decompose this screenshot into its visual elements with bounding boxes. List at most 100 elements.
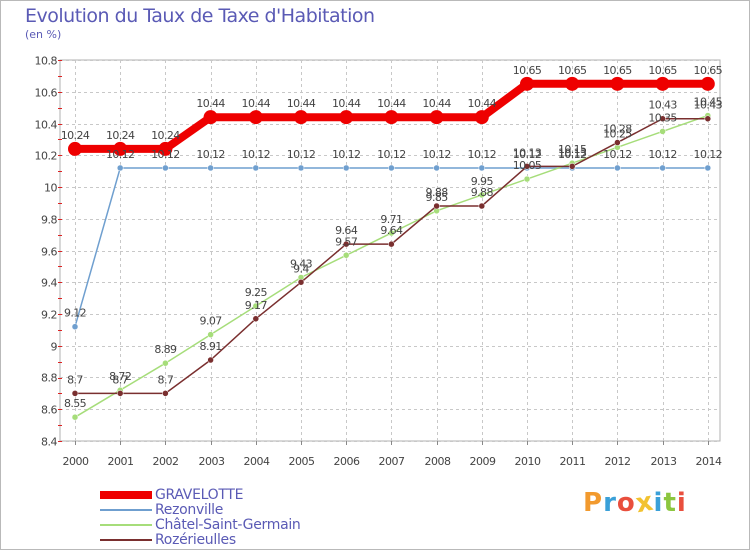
data-label-1: 9.12 [64,307,86,320]
y-tick-label: 8.8 [41,372,57,385]
legend-item-chatel: Châtel-Saint-Germain [100,516,301,533]
data-label-1: 10.12 [151,148,180,161]
data-label-3: 8.91 [200,340,222,353]
data-label-3: 10.43 [648,99,677,112]
data-label-3: 8.7 [112,373,128,386]
x-tick-label: 2009 [470,455,496,468]
y-tick-label: 10.6 [35,87,58,100]
logo-letter: i [653,488,664,518]
data-label-0: 10.24 [106,129,135,142]
data-label-0: 10.65 [694,64,723,77]
data-label-2: 9.71 [380,213,402,226]
data-label-0: 10.44 [377,97,406,110]
legend-label-rezonville: Rezonville [155,501,224,518]
data-point-1 [704,164,712,172]
data-label-0: 10.44 [332,97,361,110]
y-tick-label: 10 [44,182,57,195]
data-point-1 [433,164,440,172]
data-label-1: 10.12 [196,148,225,161]
legend-label-rozerieulles: Rozérieulles [155,531,236,548]
data-point-0 [384,110,399,125]
data-point-3 [252,315,260,323]
data-point-1 [207,164,214,172]
y-tick-label: 9.4 [41,277,57,290]
x-tick-label: 2012 [605,455,631,468]
x-tick-label: 2000 [63,455,89,468]
data-point-2 [523,175,531,183]
data-label-1: 10.12 [694,148,723,161]
x-tick-label: 2014 [696,455,722,468]
data-label-0: 10.24 [61,129,90,142]
data-point-3 [297,279,305,286]
x-tick-label: 2008 [425,455,451,468]
data-label-3: 10.43 [694,99,723,112]
data-label-1: 10.12 [422,148,451,161]
data-point-0 [113,141,128,156]
legend-swatch-rozerieulles [100,538,152,541]
data-point-1 [614,164,621,172]
logo-letter: i [676,488,687,518]
data-point-0 [565,76,580,91]
logo-letter: t [663,488,677,518]
data-label-0: 10.65 [648,64,677,77]
logo-letter: P [583,488,604,518]
data-point-0 [520,76,534,91]
data-point-1 [478,164,486,172]
data-label-1: 10.12 [332,148,361,161]
data-point-0 [429,110,444,125]
data-point-2 [388,229,395,237]
data-label-0: 10.44 [422,97,451,110]
data-label-1: 10.12 [106,148,135,161]
data-label-2: 8.89 [154,343,177,356]
x-tick-label: 2010 [515,455,541,468]
y-tick-label: 9 [51,341,58,354]
legend-item-rozerieulles: Rozérieulles [100,531,236,548]
data-label-3: 10.13 [558,146,587,159]
data-point-1 [116,164,124,172]
data-point-1 [388,164,395,172]
x-tick-label: 2007 [379,455,405,468]
data-label-3: 9.17 [245,299,268,312]
data-point-2 [207,331,214,338]
x-tick-label: 2003 [199,455,225,468]
y-tick-label: 10.2 [35,150,58,163]
data-point-2 [342,252,350,259]
data-label-0: 10.24 [151,129,180,142]
data-label-3: 8.7 [67,373,83,386]
data-point-3 [342,240,350,248]
y-tick-label: 9.2 [41,309,57,322]
data-point-2 [71,413,79,421]
data-label-0: 10.65 [558,64,587,77]
data-label-0: 10.44 [287,97,316,110]
legend-swatch-chatel [100,523,152,526]
data-label-2: 8.55 [64,397,87,410]
legend-label-chatel: Châtel-Saint-Germain [155,516,301,533]
data-label-3: 9.64 [335,224,358,237]
data-point-3 [614,139,621,146]
data-point-3 [388,240,395,248]
data-label-3: 9.64 [380,224,403,237]
data-point-3 [433,202,440,210]
y-tick-label: 10.8 [35,55,58,68]
data-label-2: 10.15 [558,143,587,156]
x-tick-label: 2013 [651,455,677,468]
data-point-0 [339,110,354,125]
legend-label-gravelotte: GRAVELOTTE [155,486,244,503]
data-point-3 [704,115,712,122]
data-point-0 [158,141,173,156]
data-label-0: 10.44 [196,97,225,110]
legend-item-rezonville: Rezonville [100,501,224,518]
data-label-3: 9.88 [426,186,449,199]
data-point-0 [248,110,263,125]
x-tick-label: 2005 [289,455,315,468]
data-label-0: 10.44 [468,97,497,110]
data-point-0 [203,110,218,125]
y-tick-label: 8.4 [41,436,57,449]
data-label-3: 8.7 [158,373,174,386]
data-label-0: 10.65 [513,64,542,77]
x-tick-label: 2001 [108,455,134,468]
data-label-0: 10.44 [242,97,271,110]
data-label-2: 9.43 [290,257,313,270]
data-point-0 [68,141,82,156]
